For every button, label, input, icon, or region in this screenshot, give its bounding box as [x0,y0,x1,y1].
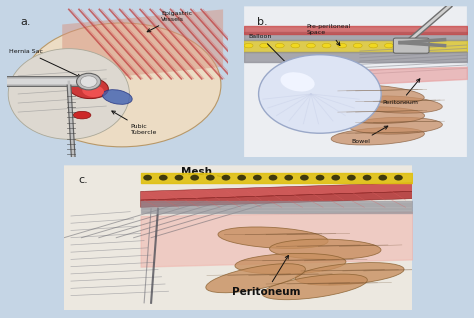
Text: Hernia Sac: Hernia Sac [9,49,81,77]
Ellipse shape [270,239,381,259]
Ellipse shape [353,43,362,48]
Ellipse shape [253,175,262,181]
Ellipse shape [284,175,293,181]
Text: c.: c. [78,176,88,185]
Ellipse shape [331,128,424,145]
Ellipse shape [206,175,215,181]
Ellipse shape [281,72,315,92]
Ellipse shape [102,90,132,104]
Ellipse shape [269,175,277,181]
Ellipse shape [363,175,372,181]
Text: Balloon: Balloon [248,34,299,76]
Ellipse shape [206,264,305,293]
Ellipse shape [349,96,442,113]
FancyBboxPatch shape [6,77,92,86]
FancyBboxPatch shape [244,6,467,157]
Ellipse shape [190,175,199,181]
Polygon shape [141,183,412,200]
Ellipse shape [331,175,340,181]
Ellipse shape [331,85,424,103]
Text: Pubic
Tubercle: Pubic Tubercle [112,111,157,135]
FancyBboxPatch shape [7,79,89,85]
Ellipse shape [384,43,393,48]
Ellipse shape [159,175,168,181]
Ellipse shape [259,55,381,133]
Text: Epigastric
Vessels: Epigastric Vessels [147,11,192,32]
Text: Peritoneum: Peritoneum [232,255,301,297]
Ellipse shape [394,175,403,181]
Ellipse shape [262,274,367,300]
Ellipse shape [73,111,91,119]
Ellipse shape [300,175,309,181]
Ellipse shape [307,43,315,48]
Ellipse shape [244,43,253,48]
Ellipse shape [23,23,221,147]
Ellipse shape [349,117,442,134]
Polygon shape [141,191,412,207]
Ellipse shape [369,43,378,48]
Ellipse shape [347,175,356,181]
Ellipse shape [235,253,346,274]
Ellipse shape [222,175,230,181]
Ellipse shape [378,175,387,181]
Ellipse shape [237,175,246,181]
Ellipse shape [337,43,346,48]
Text: Bowel: Bowel [351,126,388,144]
Ellipse shape [174,175,183,181]
Ellipse shape [69,77,109,99]
FancyBboxPatch shape [64,165,412,310]
Ellipse shape [275,43,284,48]
Ellipse shape [331,107,425,123]
Ellipse shape [218,227,328,248]
Text: Peritoneum: Peritoneum [382,79,420,105]
Ellipse shape [82,85,104,97]
Ellipse shape [316,175,324,181]
Ellipse shape [8,49,129,139]
Circle shape [76,73,101,90]
Ellipse shape [291,43,300,48]
Text: a.: a. [20,17,31,27]
Ellipse shape [322,43,331,48]
Text: Mesh: Mesh [181,167,228,179]
Text: b.: b. [257,17,268,27]
Circle shape [80,76,97,87]
Ellipse shape [143,175,152,181]
Text: Pre-peritoneal
Space: Pre-peritoneal Space [307,24,351,45]
Ellipse shape [295,263,404,285]
Ellipse shape [260,43,269,48]
Polygon shape [62,10,223,82]
FancyBboxPatch shape [393,38,429,53]
